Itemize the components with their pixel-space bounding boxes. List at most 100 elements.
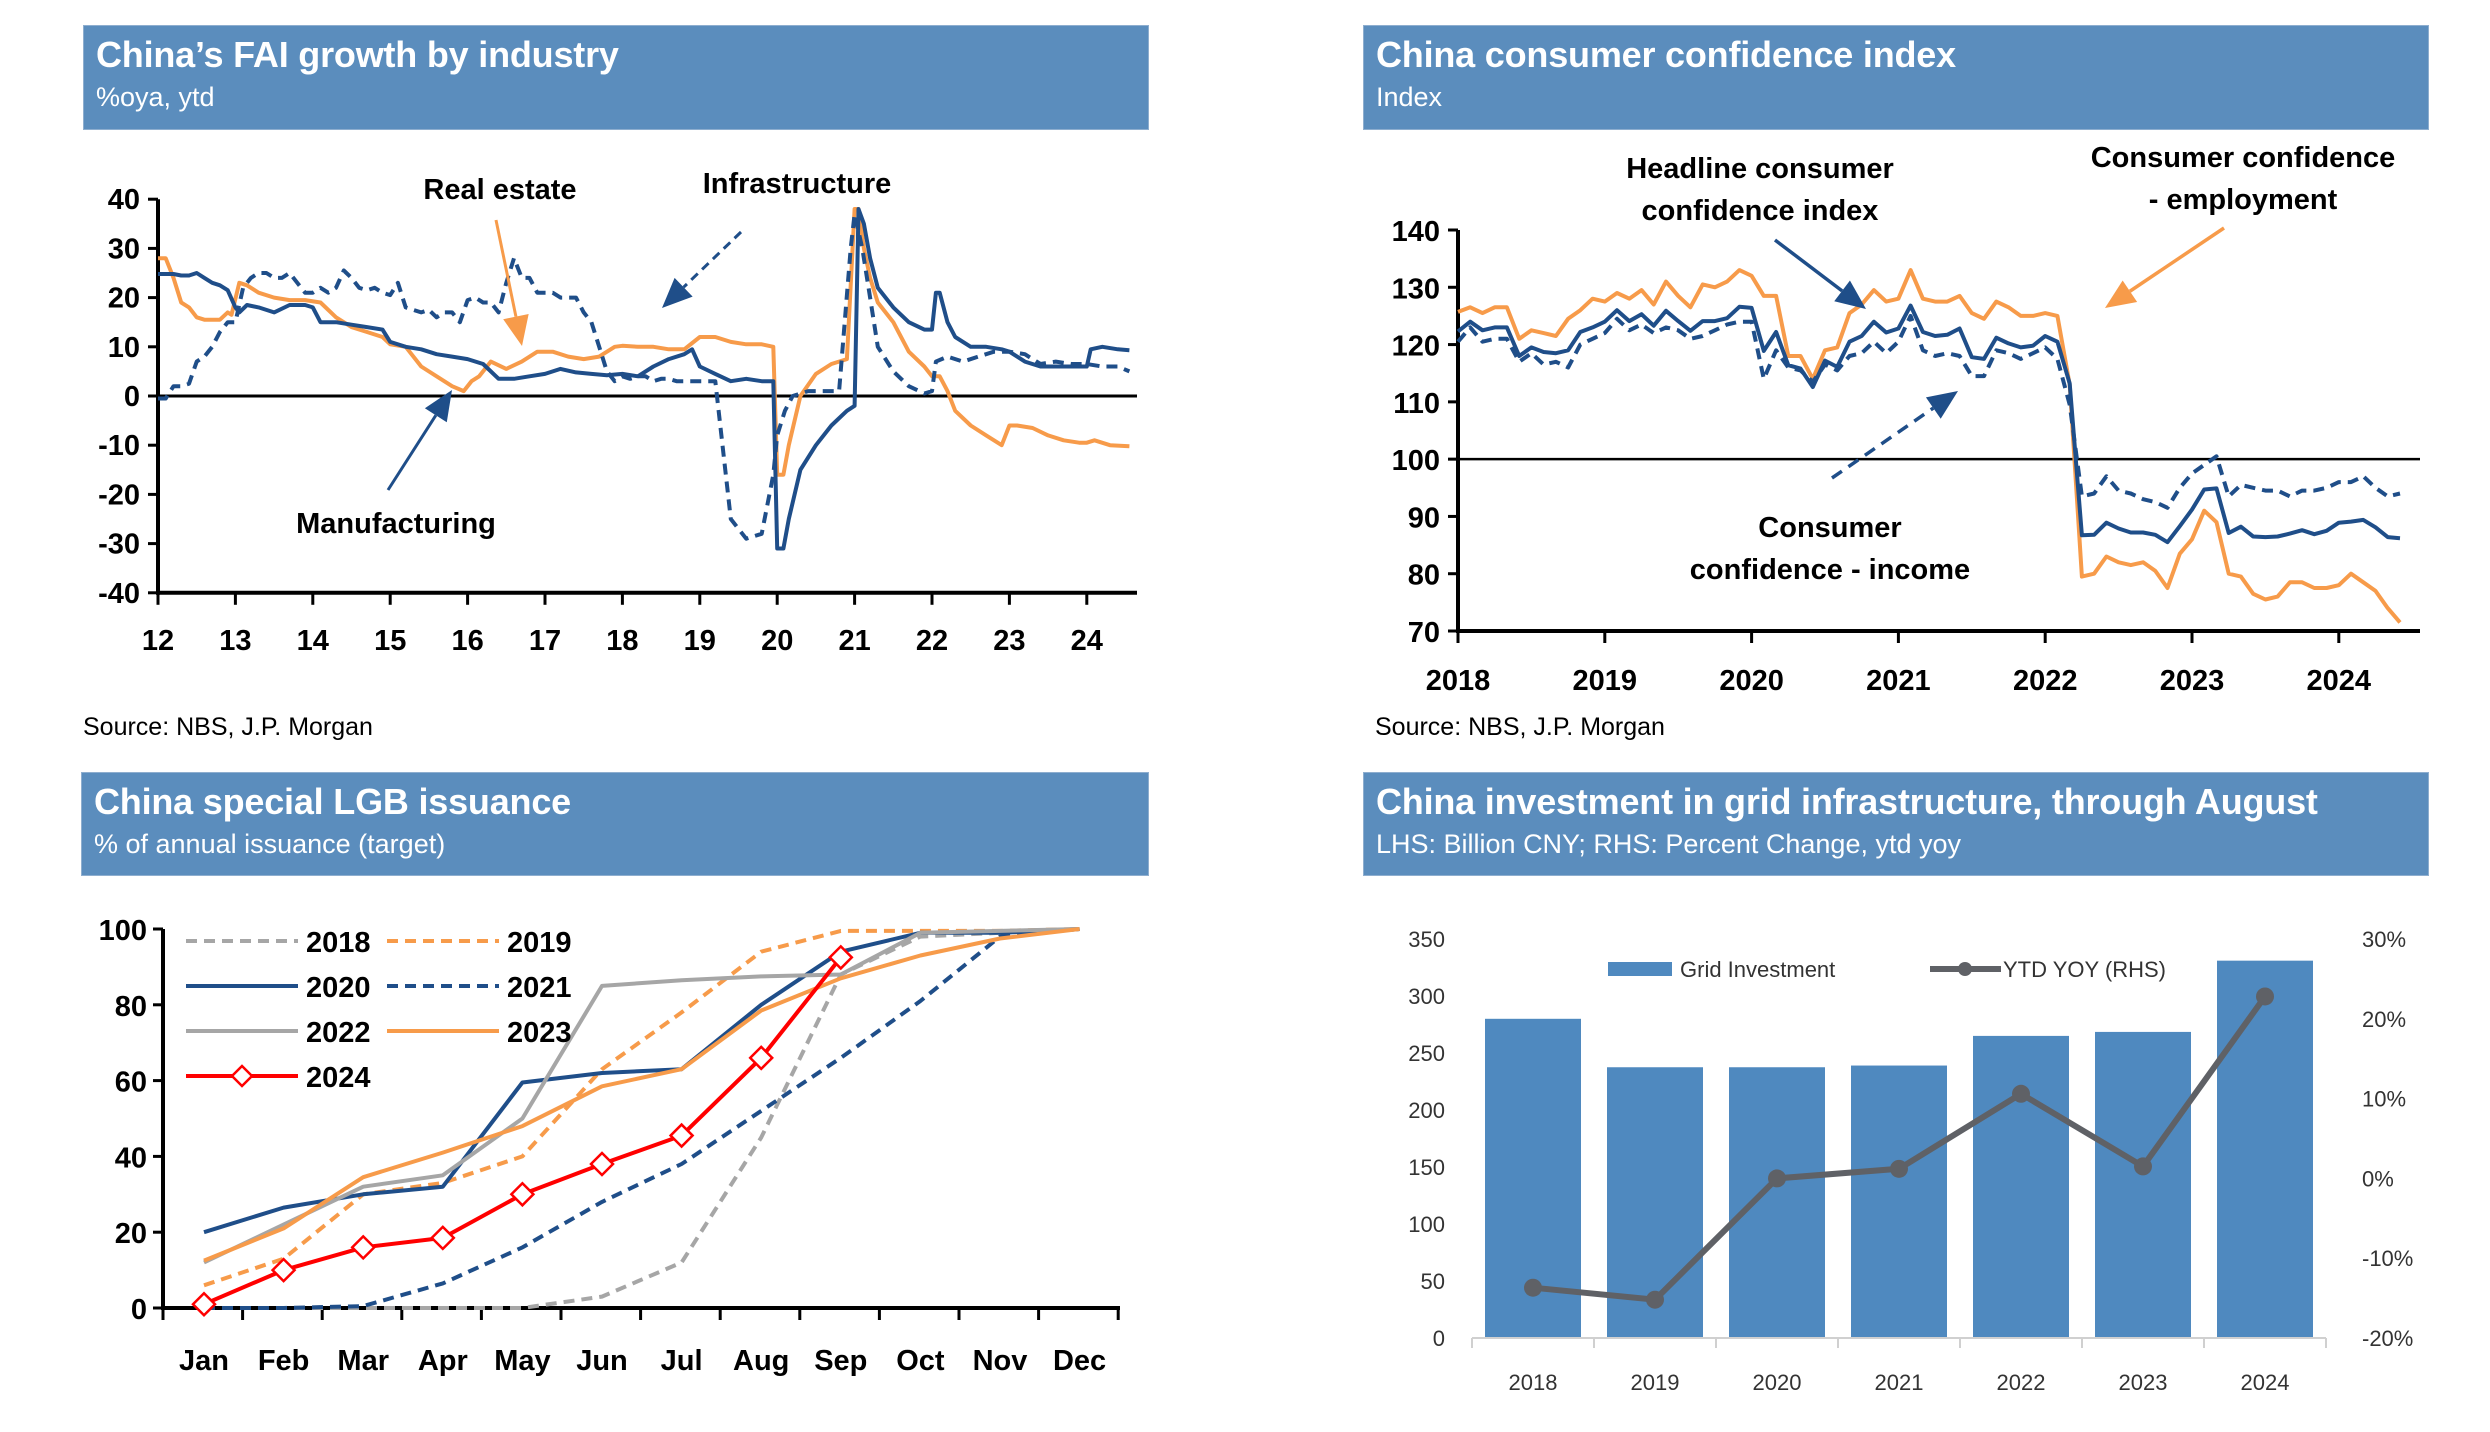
cci-y-tick-label: 70 [1408, 617, 1440, 649]
fai-chart-subtitle: %oya, ytd [96, 82, 215, 112]
lgb-x-tick-label: Apr [418, 1345, 468, 1377]
lgb-y-tick-label: 60 [115, 1067, 147, 1099]
fai-x-tick-label: 20 [761, 625, 793, 657]
grid-x-tick-label: 2018 [1509, 1370, 1558, 1395]
lgb-2024-diamond-marker [270, 1257, 297, 1283]
cci-chart-title: China consumer confidence index [1376, 34, 1956, 75]
grid-chart-title: China investment in grid infrastructure,… [1376, 781, 2318, 822]
lgb-2024-diamond-marker [350, 1234, 376, 1261]
grid-yoy-marker [1768, 1169, 1786, 1188]
grid-y2-tick-label: 10% [2362, 1087, 2406, 1112]
lgb-y-tick-label: 100 [99, 915, 147, 947]
lgb-legend-label-2018: 2018 [306, 927, 371, 959]
cci-x-tick-label: 2018 [1426, 665, 1491, 697]
cci-annotation-income-line1: Consumer [1758, 512, 1901, 544]
grid-panel-header: China investment in grid infrastructure,… [1363, 772, 2429, 876]
lgb-2024-diamond-marker [430, 1225, 456, 1251]
fai-x-tick-label: 24 [1071, 625, 1103, 657]
grid-x-tick-label: 2022 [1997, 1370, 2046, 1395]
fai-x-tick-label: 13 [219, 625, 251, 657]
cci-series-consumer-confidence-employment [1457, 268, 2402, 624]
lgb-y-tick-label: 40 [115, 1142, 147, 1174]
fai-annotation-infrastructure: Infrastructure [703, 168, 892, 200]
cci-y-tick-label: 130 [1392, 273, 1440, 305]
fai-y-tick-label: -30 [98, 529, 140, 561]
grid-y2-tick-label: -20% [2362, 1326, 2413, 1351]
lgb-x-tick-label: May [494, 1345, 550, 1377]
cci-x-tick-label: 2022 [2013, 665, 2078, 697]
cci-annotation-headline-line2: confidence index [1642, 195, 1879, 227]
lgb-2024-diamond-marker [589, 1151, 615, 1177]
grid-yoy-marker [2134, 1157, 2152, 1176]
grid-y2-tick-label: 20% [2362, 1007, 2406, 1032]
cci-panel-header: China consumer confidence index Index [1363, 25, 2429, 130]
fai-y-tick-label: -20 [98, 479, 140, 511]
fai-annotation-manufacturing: Manufacturing [296, 508, 496, 540]
cci-series-consumer-confidence-income [1456, 313, 2401, 510]
grid-y2-tick-label: 0% [2362, 1166, 2394, 1191]
cci-annotation-headline-line1: Headline consumer [1626, 153, 1894, 185]
fai-x-tick-label: 15 [374, 625, 406, 657]
cci-headline-arrow-head [1834, 280, 1866, 309]
grid-y-tick-label: 150 [1408, 1155, 1445, 1180]
cci-chart-subtitle: Index [1376, 82, 1443, 112]
cci-series-headline-consumer-confidence-index [1456, 303, 2401, 545]
fai-y-tick-label: 0 [124, 381, 140, 413]
lgb-2024-diamond-marker [748, 1045, 774, 1071]
fai-y-tick-label: 10 [108, 332, 140, 364]
lgb-y-tick-label: 0 [131, 1294, 147, 1326]
fai-x-tick-label: 21 [838, 625, 870, 657]
lgb-x-tick-label: Jun [576, 1345, 628, 1377]
fai-manufacturing-arrow-shaft [386, 414, 438, 491]
grid-bar-2022 [1973, 1035, 2069, 1338]
cci-income-arrow-shaft [1831, 406, 1935, 480]
lgb-x-tick-label: Jan [179, 1345, 229, 1377]
lgb-x-tick-label: Aug [733, 1345, 789, 1377]
cci-chart: 140 130 120 110 100 90 80 70 2018 2019 2020 2021 202… [1392, 142, 2420, 697]
lgb-legend-label-2019: 2019 [507, 927, 572, 959]
lgb-legend-label-2024: 2024 [306, 1062, 371, 1094]
fai-infrastructure-arrow-head [662, 277, 693, 308]
lgb-x-tick-label: Mar [337, 1345, 389, 1377]
grid-bar-2024 [2217, 960, 2313, 1338]
grid-y-tick-label: 350 [1408, 927, 1445, 952]
lgb-2024-diamond-marker [191, 1291, 217, 1317]
cci-x-tick-label: 2019 [1573, 665, 1638, 697]
lgb-x-tick-label: Oct [896, 1345, 945, 1377]
grid-x-tick-label: 2024 [2241, 1370, 2290, 1395]
cci-headline-arrow-shaft [1773, 238, 1844, 293]
cci-y-tick-label: 80 [1408, 560, 1440, 592]
grid-yoy-marker [1646, 1290, 1664, 1309]
grid-legend-bar-label: Grid Investment [1680, 957, 1835, 982]
cci-source-note: Source: NBS, J.P. Morgan [1375, 713, 1665, 741]
lgb-x-tick-label: Dec [1053, 1345, 1106, 1377]
cci-x-tick-label: 2024 [2307, 665, 2372, 697]
fai-y-tick-label: -10 [98, 430, 140, 462]
grid-y2-tick-label: -10% [2362, 1246, 2413, 1271]
lgb-legend-label-2022: 2022 [306, 1017, 371, 1049]
cci-employment-arrow-head [2105, 280, 2138, 308]
cci-x-tick-label: 2020 [1719, 665, 1784, 697]
lgb-series-2021 [204, 927, 1080, 1310]
fai-real-estate-arrow-head [503, 313, 529, 346]
fai-annotation-real-estate: Real estate [423, 174, 576, 206]
lgb-2024-diamond-marker [668, 1122, 695, 1149]
lgb-x-tick-label: Sep [814, 1345, 867, 1377]
grid-bar-2023 [2095, 1031, 2191, 1338]
grid-yoy-marker [2012, 1084, 2030, 1103]
cci-y-tick-label: 110 [1393, 388, 1440, 420]
lgb-2024-diamond-marker [509, 1181, 536, 1208]
lgb-y-tick-label: 80 [115, 991, 147, 1023]
fai-x-tick-label: 23 [993, 625, 1025, 657]
grid-bar-2021 [1851, 1065, 1947, 1338]
lgb-legend-label-2023: 2023 [507, 1017, 572, 1049]
lgb-2024-diamond-marker [828, 944, 854, 971]
fai-x-tick-label: 12 [142, 625, 174, 657]
cci-y-tick-label: 140 [1392, 216, 1440, 248]
fai-chart-title: China’s FAI growth by industry [96, 34, 619, 75]
fai-series-infrastructure [158, 212, 1131, 541]
grid-yoy-marker [2256, 987, 2274, 1006]
fai-y-tick-label: 20 [108, 283, 140, 315]
